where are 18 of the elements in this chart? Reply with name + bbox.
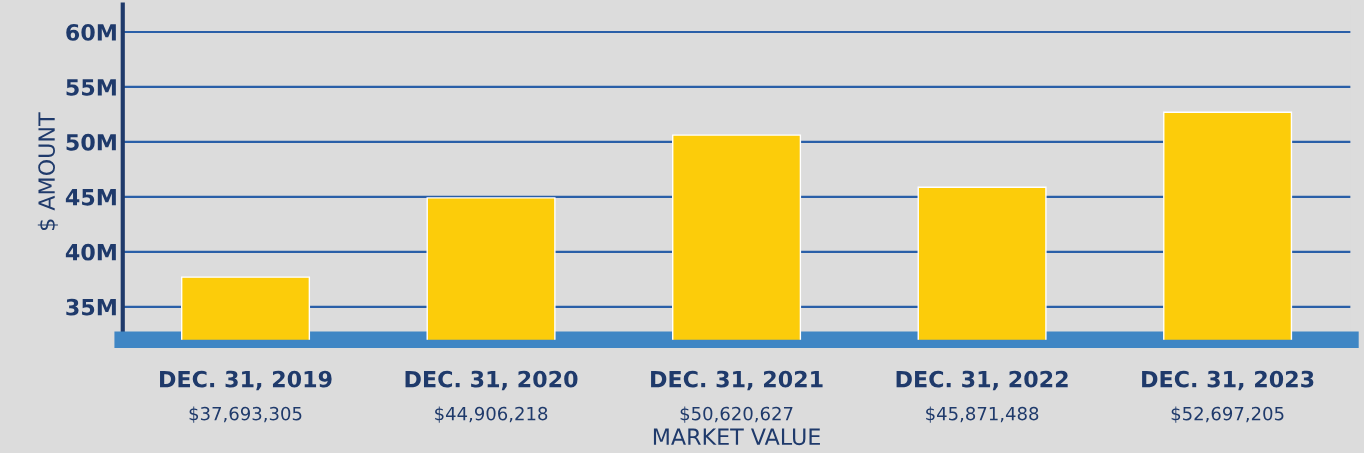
data-label: $44,906,218 — [435, 406, 548, 423]
y-tick-label: 40M — [65, 243, 116, 261]
x-tick-label: DEC. 31, 2019 — [160, 370, 332, 391]
y-tick-label: 55M — [66, 79, 116, 96]
data-label: $52,697,205 — [1171, 406, 1284, 423]
y-tick-label: 45M — [65, 189, 116, 206]
x-tick-label: DEC. 31, 2022 — [896, 370, 1068, 391]
data-label: $37,693,305 — [189, 406, 302, 423]
x-axis-title: MARKET VALUE — [653, 428, 820, 446]
x-tick-label: DEC. 31, 2020 — [405, 370, 578, 391]
data-label: $50,620,627 — [680, 406, 793, 423]
y-tick-label: 60M — [66, 23, 116, 41]
data-label: $45,871,488 — [926, 406, 1039, 423]
y-tick-label: 35M — [66, 298, 116, 316]
y-tick-label: 50M — [66, 133, 116, 151]
x-tick-label: DEC. 31, 2023 — [1142, 370, 1314, 391]
x-tick-label: DEC. 31, 2021 — [651, 370, 823, 391]
y-axis-title: $ AMOUNT — [37, 112, 58, 231]
